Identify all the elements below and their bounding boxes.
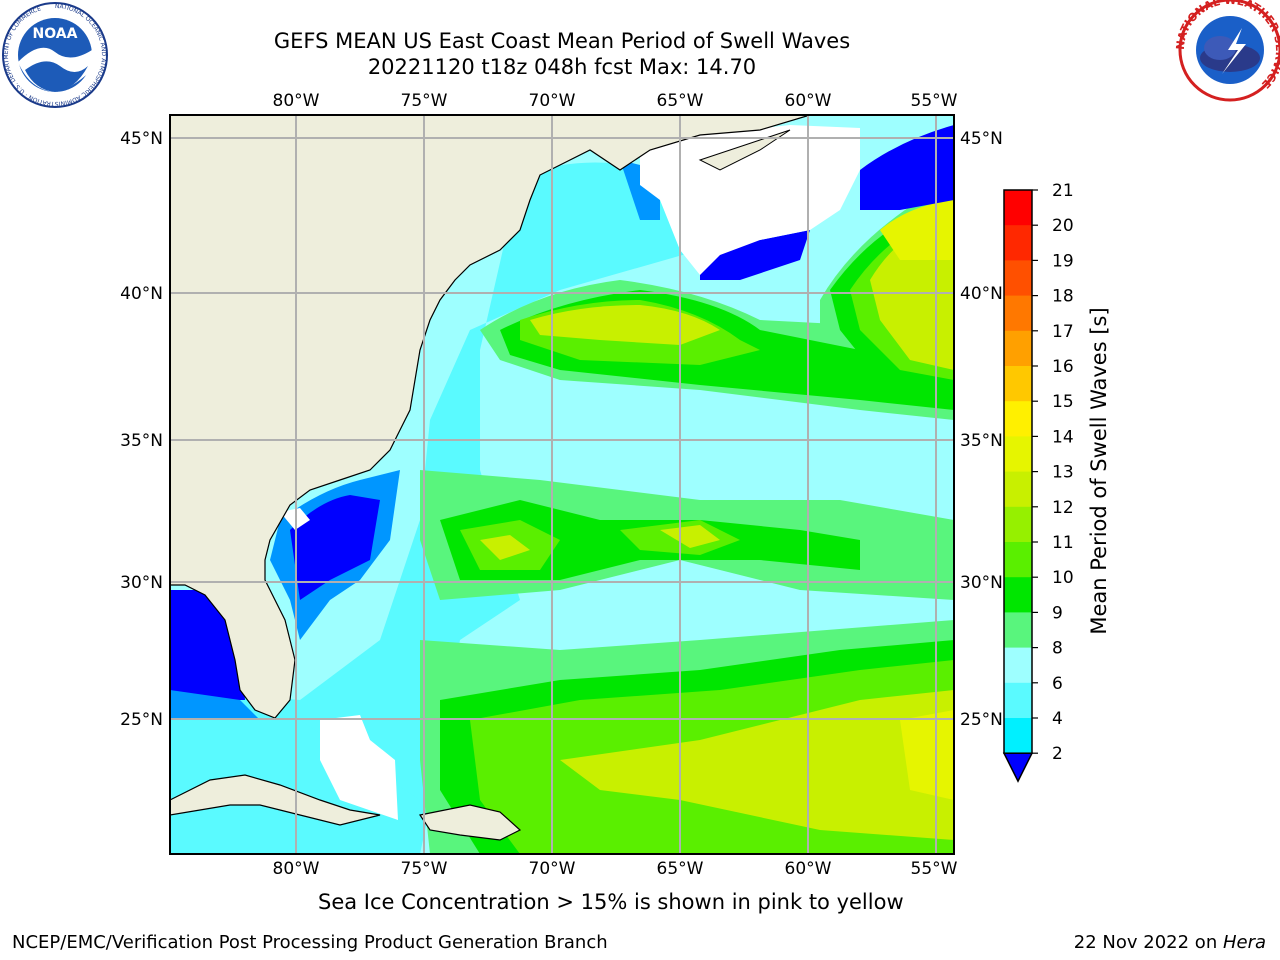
colorbar-tick-label: 8 (1052, 639, 1063, 659)
map-title: GEFS MEAN US East Coast Mean Period of S… (273, 29, 851, 53)
colorbar-tick-label: 15 (1052, 392, 1074, 412)
lat-labels-right: 45°N 40°N 35°N 30°N 25°N (960, 129, 1003, 730)
lat-label: 35°N (120, 431, 163, 451)
noaa-logo-text: NOAA (33, 26, 78, 42)
colorbar-tick-label: 9 (1052, 603, 1063, 623)
colorbar-segment (1004, 718, 1032, 754)
footer-host: Hera (1222, 932, 1266, 953)
colorbar-tick-label: 14 (1052, 427, 1074, 447)
lon-label: 60°W (785, 859, 832, 879)
colorbar-segment (1004, 647, 1032, 684)
lat-label: 30°N (960, 573, 1003, 593)
lat-label: 25°N (960, 710, 1003, 730)
noaa-logo: NOAA NATIONAL OCEANIC AND ATMOSPHERIC AD… (2, 2, 108, 108)
colorbar-segment (1004, 577, 1032, 613)
colorbar-tick-label: 4 (1052, 709, 1063, 729)
colorbar-segment (1004, 401, 1032, 437)
colorbar-segment (1004, 295, 1032, 332)
colorbar-segment (1004, 225, 1032, 261)
map-frame (169, 114, 955, 855)
colorbar-segment (1004, 190, 1032, 226)
colorbar: 21 20 19 18 17 16 15 14 13 12 11 10 9 8 6 4 2 (1002, 181, 1074, 783)
lon-label: 70°W (529, 859, 576, 879)
colorbar-segment (1004, 471, 1032, 508)
footer-date-text: 22 Nov 2022 on (1073, 932, 1223, 953)
lat-label: 35°N (960, 431, 1003, 451)
lon-label: 70°W (529, 91, 576, 111)
lon-label: 65°W (657, 91, 704, 111)
colorbar-segment (1004, 682, 1032, 719)
lat-label: 25°N (120, 710, 163, 730)
colorbar-segment (1004, 436, 1032, 473)
colorbar-tick-label: 20 (1052, 216, 1074, 236)
lat-label: 30°N (120, 573, 163, 593)
colorbar-tick-label: 21 (1052, 181, 1074, 201)
colorbar-tick-label: 12 (1052, 498, 1074, 518)
colorbar-tick-label: 10 (1052, 568, 1074, 588)
colorbar-tick-label: 16 (1052, 357, 1074, 377)
colorbar-tick-label: 13 (1052, 463, 1074, 483)
colorbar-tick-label: 18 (1052, 287, 1074, 307)
lat-labels-left: 45°N 40°N 35°N 30°N 25°N (120, 129, 163, 730)
lon-label: 55°W (911, 859, 958, 879)
colorbar-tick-label: 2 (1052, 744, 1063, 764)
colorbar-extend-arrow (1002, 752, 1034, 783)
lat-label: 40°N (960, 284, 1003, 304)
footer-credit: NCEP/EMC/Verification Post Processing Pr… (12, 932, 608, 953)
sea-ice-caption: Sea Ice Concentration > 15% is shown in … (318, 890, 904, 914)
colorbar-tick-label: 19 (1052, 251, 1074, 271)
lon-label: 80°W (273, 91, 320, 111)
colorbar-tick-label: 17 (1052, 322, 1074, 342)
colorbar-segment (1004, 542, 1032, 578)
lon-labels-top: 80°W 75°W 70°W 65°W 60°W 55°W (273, 91, 958, 111)
colorbar-segment (1004, 366, 1032, 402)
lat-label: 45°N (960, 129, 1003, 149)
lon-label: 55°W (911, 91, 958, 111)
colorbar-segment (1004, 260, 1032, 297)
lon-label: 75°W (401, 859, 448, 879)
colorbar-segment (1004, 330, 1032, 367)
colorbar-tick-label: 11 (1052, 533, 1074, 553)
colorbar-tick-label: 6 (1052, 674, 1063, 694)
lat-label: 40°N (120, 284, 163, 304)
colorbar-label: Mean Period of Swell Waves [s] (1087, 307, 1111, 634)
map-subtitle: 20221120 t18z 048h fcst Max: 14.70 (367, 55, 757, 79)
lon-label: 60°W (785, 91, 832, 111)
colorbar-segment (1004, 612, 1032, 649)
lon-label: 75°W (401, 91, 448, 111)
map-field (170, 115, 954, 854)
lon-label: 65°W (657, 859, 704, 879)
lat-label: 45°N (120, 129, 163, 149)
lon-labels-bottom: 80°W 75°W 70°W 65°W 60°W 55°W (273, 859, 958, 879)
nws-logo: NATIONAL WEATHER SERVICE (1174, 0, 1280, 102)
colorbar-segment (1004, 506, 1032, 543)
footer-date: 22 Nov 2022 on Hera (1074, 932, 1266, 953)
lon-label: 80°W (273, 859, 320, 879)
